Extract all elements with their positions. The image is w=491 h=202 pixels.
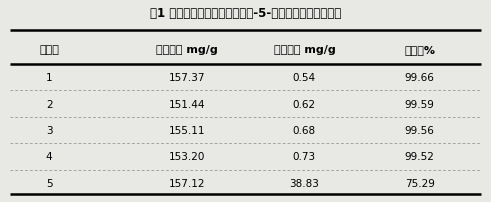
Text: 4: 4 <box>46 152 53 162</box>
Text: 157.37: 157.37 <box>168 73 205 83</box>
Text: 2: 2 <box>46 99 53 109</box>
Text: 99.56: 99.56 <box>405 125 435 135</box>
Text: 151.44: 151.44 <box>168 99 205 109</box>
Text: 表1 不同催化剂催化间苯二甲酸-5-磺酸钠和乙二醇的结果: 表1 不同催化剂催化间苯二甲酸-5-磺酸钠和乙二醇的结果 <box>150 7 341 20</box>
Text: 99.52: 99.52 <box>405 152 435 162</box>
Text: 初始酸价 mg/g: 初始酸价 mg/g <box>156 44 218 55</box>
Text: 0.73: 0.73 <box>293 152 316 162</box>
Text: 153.20: 153.20 <box>168 152 205 162</box>
Text: 99.66: 99.66 <box>405 73 435 83</box>
Text: 1: 1 <box>46 73 53 83</box>
Text: 实施例: 实施例 <box>39 44 59 55</box>
Text: 转化率%: 转化率% <box>404 44 436 55</box>
Text: 5: 5 <box>46 178 53 188</box>
Text: 99.59: 99.59 <box>405 99 435 109</box>
Text: 0.68: 0.68 <box>293 125 316 135</box>
Text: 38.83: 38.83 <box>290 178 319 188</box>
Text: 155.11: 155.11 <box>168 125 205 135</box>
Text: 3: 3 <box>46 125 53 135</box>
Text: 157.12: 157.12 <box>168 178 205 188</box>
Text: 终点酸价 mg/g: 终点酸价 mg/g <box>273 44 335 55</box>
Text: 75.29: 75.29 <box>405 178 435 188</box>
Text: 0.54: 0.54 <box>293 73 316 83</box>
Text: 0.62: 0.62 <box>293 99 316 109</box>
